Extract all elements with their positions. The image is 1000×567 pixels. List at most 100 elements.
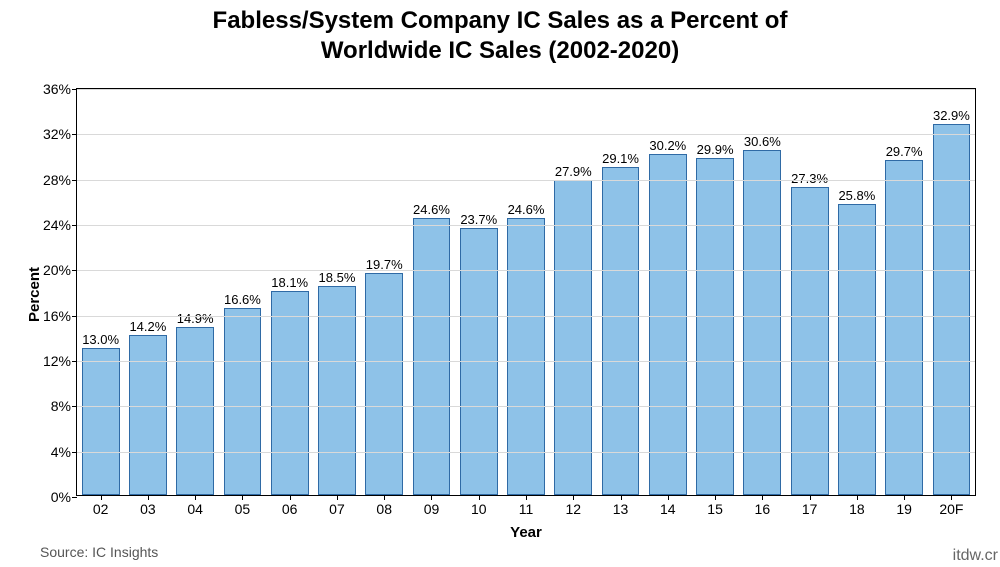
x-tick-label: 19 bbox=[896, 495, 912, 517]
bar: 29.1% bbox=[602, 167, 640, 495]
x-axis-label: Year bbox=[510, 524, 542, 541]
y-tick-label: 8% bbox=[51, 398, 77, 414]
grid-line bbox=[77, 89, 975, 90]
bar-slot: 30.2%14 bbox=[644, 89, 691, 495]
bar: 18.1% bbox=[271, 291, 309, 495]
x-tick-label: 08 bbox=[376, 495, 392, 517]
grid-line bbox=[77, 180, 975, 181]
bar-slot: 14.2%03 bbox=[124, 89, 171, 495]
bar-value-label: 30.2% bbox=[649, 138, 686, 155]
bar-value-label: 13.0% bbox=[82, 332, 119, 349]
bar: 30.6% bbox=[743, 150, 781, 495]
bar: 14.2% bbox=[129, 335, 167, 495]
bar-slot: 23.7%10 bbox=[455, 89, 502, 495]
bar-value-label: 24.6% bbox=[508, 202, 545, 219]
x-tick-label: 15 bbox=[707, 495, 723, 517]
watermark-text: itdw.cr bbox=[953, 547, 998, 565]
chart-container: Fabless/System Company IC Sales as a Per… bbox=[0, 0, 1000, 567]
bar-value-label: 18.1% bbox=[271, 275, 308, 292]
y-tick-label: 12% bbox=[43, 353, 77, 369]
x-tick-label: 04 bbox=[187, 495, 203, 517]
y-tick-label: 24% bbox=[43, 217, 77, 233]
bar-slot: 18.5%07 bbox=[313, 89, 360, 495]
x-tick-label: 10 bbox=[471, 495, 487, 517]
x-tick-label: 20F bbox=[939, 495, 963, 517]
bar: 13.0% bbox=[82, 348, 120, 495]
y-tick-label: 0% bbox=[51, 489, 77, 505]
x-tick-label: 03 bbox=[140, 495, 156, 517]
bar: 29.7% bbox=[885, 160, 923, 495]
x-tick-label: 06 bbox=[282, 495, 298, 517]
bar: 14.9% bbox=[176, 327, 214, 495]
bar-value-label: 29.7% bbox=[886, 144, 923, 161]
y-tick-label: 20% bbox=[43, 262, 77, 278]
bar: 16.6% bbox=[224, 308, 262, 495]
y-axis-label: Percent bbox=[26, 267, 43, 322]
bar-value-label: 18.5% bbox=[319, 270, 356, 287]
bar-slot: 27.3%17 bbox=[786, 89, 833, 495]
x-tick-label: 13 bbox=[613, 495, 629, 517]
x-tick-label: 17 bbox=[802, 495, 818, 517]
bar-value-label: 16.6% bbox=[224, 292, 261, 309]
bar-slot: 18.1%06 bbox=[266, 89, 313, 495]
bar-slot: 32.9%20F bbox=[928, 89, 975, 495]
bar-value-label: 24.6% bbox=[413, 202, 450, 219]
y-tick-label: 36% bbox=[43, 81, 77, 97]
x-tick-label: 16 bbox=[755, 495, 771, 517]
bar: 19.7% bbox=[365, 273, 403, 495]
chart-plot-area: 13.0%0214.2%0314.9%0416.6%0518.1%0618.5%… bbox=[76, 88, 976, 496]
y-tick-label: 4% bbox=[51, 444, 77, 460]
bar-slot: 27.9%12 bbox=[550, 89, 597, 495]
bar-value-label: 30.6% bbox=[744, 134, 781, 151]
x-tick-label: 05 bbox=[235, 495, 251, 517]
bar-slot: 16.6%05 bbox=[219, 89, 266, 495]
bar: 29.9% bbox=[696, 158, 734, 495]
x-tick-label: 09 bbox=[424, 495, 440, 517]
bar: 18.5% bbox=[318, 286, 356, 495]
x-tick-label: 11 bbox=[519, 495, 534, 517]
bar-value-label: 29.1% bbox=[602, 151, 639, 168]
bar-slot: 14.9%04 bbox=[172, 89, 219, 495]
bar: 30.2% bbox=[649, 154, 687, 495]
chart-title-line2: Worldwide IC Sales (2002-2020) bbox=[0, 36, 1000, 66]
x-tick-label: 18 bbox=[849, 495, 865, 517]
bar-slot: 24.6%11 bbox=[502, 89, 549, 495]
grid-line bbox=[77, 361, 975, 362]
bar-slot: 19.7%08 bbox=[361, 89, 408, 495]
chart-frame: 13.0%0214.2%0314.9%0416.6%0518.1%0618.5%… bbox=[76, 88, 976, 496]
bar-slot: 13.0%02 bbox=[77, 89, 124, 495]
x-tick-label: 12 bbox=[565, 495, 581, 517]
bar-slot: 29.1%13 bbox=[597, 89, 644, 495]
bar-slot: 24.6%09 bbox=[408, 89, 455, 495]
x-tick-label: 02 bbox=[93, 495, 109, 517]
bar-slot: 30.6%16 bbox=[739, 89, 786, 495]
chart-title: Fabless/System Company IC Sales as a Per… bbox=[0, 0, 1000, 66]
grid-line bbox=[77, 316, 975, 317]
y-tick-label: 32% bbox=[43, 126, 77, 142]
y-tick-label: 28% bbox=[43, 172, 77, 188]
bar-slot: 29.9%15 bbox=[691, 89, 738, 495]
bar: 24.6% bbox=[413, 218, 451, 495]
bar: 27.9% bbox=[554, 180, 592, 495]
bars-layer: 13.0%0214.2%0314.9%0416.6%0518.1%0618.5%… bbox=[77, 89, 975, 495]
bar-value-label: 14.2% bbox=[129, 319, 166, 336]
grid-line bbox=[77, 270, 975, 271]
grid-line bbox=[77, 225, 975, 226]
bar: 27.3% bbox=[791, 187, 829, 495]
bar: 24.6% bbox=[507, 218, 545, 495]
bar-value-label: 14.9% bbox=[177, 311, 214, 328]
grid-line bbox=[77, 406, 975, 407]
grid-line bbox=[77, 452, 975, 453]
source-text: Source: IC Insights bbox=[40, 544, 158, 560]
chart-title-line1: Fabless/System Company IC Sales as a Per… bbox=[0, 6, 1000, 36]
x-tick-label: 07 bbox=[329, 495, 345, 517]
bar-value-label: 23.7% bbox=[460, 212, 497, 229]
x-tick-label: 14 bbox=[660, 495, 676, 517]
bar-slot: 25.8%18 bbox=[833, 89, 880, 495]
grid-line bbox=[77, 134, 975, 135]
bar-value-label: 32.9% bbox=[933, 108, 970, 125]
bar-slot: 29.7%19 bbox=[881, 89, 928, 495]
y-tick-label: 16% bbox=[43, 308, 77, 324]
bar-value-label: 29.9% bbox=[697, 142, 734, 159]
bar-value-label: 25.8% bbox=[838, 188, 875, 205]
